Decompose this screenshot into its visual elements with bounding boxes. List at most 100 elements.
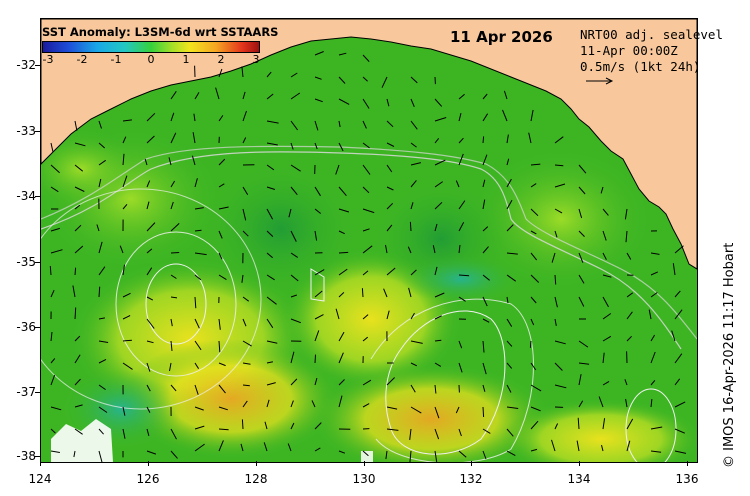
current-arrow (50, 428, 56, 434)
current-arrow (386, 310, 390, 320)
current-arrow (578, 374, 582, 386)
australia-coastline (41, 19, 697, 270)
current-arrow (218, 206, 229, 210)
current-arrow (578, 340, 589, 348)
current-arrow (530, 252, 538, 261)
current-arrow (266, 71, 272, 78)
current-arrow (650, 334, 656, 342)
current-arrow (409, 450, 412, 462)
current-arrow (122, 339, 132, 342)
current-arrow (434, 384, 437, 394)
current-arrow (410, 120, 418, 130)
current-arrow (170, 428, 177, 440)
current-arrow (434, 292, 445, 298)
current-arrow (554, 296, 558, 308)
current-arrow (362, 314, 369, 320)
current-arrow (98, 286, 101, 298)
current-arrow (506, 384, 512, 393)
current-arrow (458, 428, 462, 437)
current-arrow (362, 228, 370, 232)
current-arrow (578, 252, 584, 263)
current-arrow (98, 340, 109, 343)
current-arrow (602, 252, 607, 260)
current-arrow (578, 186, 586, 195)
lat-tick-mark (35, 131, 40, 132)
current-arrow (290, 142, 294, 150)
current-arrow (170, 450, 178, 459)
current-arrow (362, 98, 370, 109)
current-arrow (170, 112, 175, 122)
current-arrow (530, 230, 537, 235)
current-arrow (266, 142, 278, 146)
current-arrow (482, 296, 488, 307)
current-arrow (386, 267, 396, 276)
current-arrow (72, 285, 76, 298)
current-arrow (648, 309, 652, 320)
current-arrow (338, 251, 349, 254)
current-arrow (530, 448, 538, 452)
current-arrow (314, 186, 321, 197)
current-arrow (266, 93, 274, 100)
current-arrow (650, 271, 659, 276)
lon-tick-label: 124 (28, 472, 52, 486)
current-arrow (554, 362, 563, 371)
current-arrow (146, 428, 150, 437)
current-arrow (266, 274, 275, 281)
current-arrow (50, 450, 60, 453)
current-arrow (314, 290, 323, 298)
current-arrow (290, 186, 298, 196)
current-arrow (218, 362, 226, 367)
current-arrow (410, 202, 414, 210)
lat-tick-label: -35 (16, 255, 36, 269)
current-arrow (554, 183, 566, 188)
colorbar-tick: 0 (147, 53, 155, 66)
current-arrow (674, 450, 687, 454)
current-arrow (650, 426, 663, 430)
current-arrow (74, 404, 83, 408)
current-arrow (458, 137, 464, 144)
current-arrow (458, 200, 466, 210)
current-arrow (578, 230, 585, 237)
current-arrow (410, 98, 415, 107)
current-arrow (674, 309, 683, 320)
current-arrow (170, 318, 173, 327)
current-arrow (122, 362, 133, 370)
current-arrow (146, 180, 151, 188)
current-arrow (650, 252, 660, 255)
current-arrow (578, 274, 585, 284)
current-arrow (362, 186, 370, 194)
current-arrow (650, 399, 653, 408)
current-arrow (98, 120, 102, 129)
current-arrow (170, 384, 177, 392)
current-arrow (50, 358, 56, 364)
current-arrow (218, 158, 226, 166)
current-arrow (578, 400, 584, 408)
current-arrow (194, 274, 202, 281)
current-arrow (266, 382, 276, 386)
current-arrow (290, 274, 299, 282)
lat-tick-mark (35, 392, 40, 393)
current-arrow (218, 428, 229, 431)
current-arrow (146, 450, 157, 455)
current-arrow (410, 406, 422, 414)
current-arrow (554, 423, 559, 430)
current-arrow (122, 119, 132, 122)
current-arrow (74, 186, 85, 192)
current-arrow (554, 340, 566, 345)
current-arrow (600, 186, 604, 194)
current-arrow (407, 246, 412, 254)
current-arrow (314, 354, 316, 364)
current-arrow (98, 241, 103, 254)
current-arrow (170, 223, 180, 232)
current-info-line: 11-Apr 00:00Z (580, 43, 678, 58)
colorbar-tick: -2 (76, 53, 88, 66)
lat-tick-mark (35, 262, 40, 263)
current-arrow (458, 112, 462, 122)
current-arrow (266, 296, 277, 305)
current-arrow (362, 245, 373, 254)
current-arrow (169, 362, 172, 372)
current-arrow (290, 72, 298, 78)
current-arrow (434, 362, 442, 367)
current-arrow (170, 296, 178, 299)
current-arrow (74, 120, 78, 131)
